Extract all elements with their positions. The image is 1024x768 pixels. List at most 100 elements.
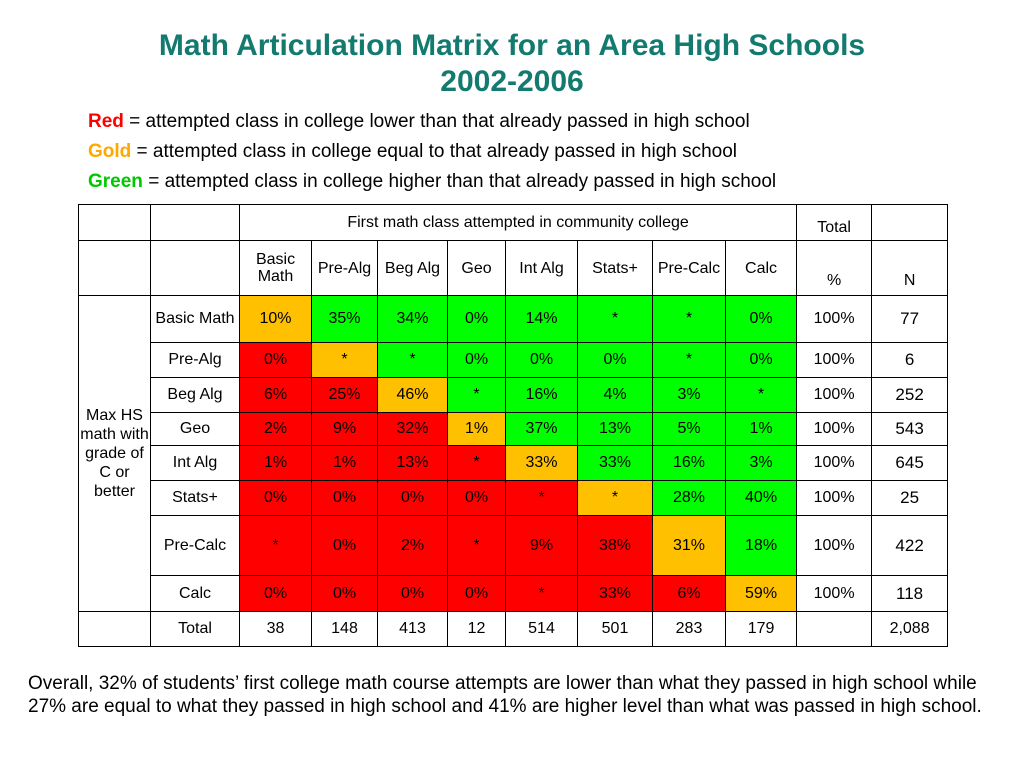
row-n: 77	[871, 295, 949, 343]
matrix-cell: *	[447, 445, 506, 481]
matrix-cell: *	[447, 377, 506, 413]
row-label: Calc	[150, 575, 240, 612]
matrix-cell: 9%	[311, 412, 378, 446]
matrix-cell: *	[577, 295, 653, 343]
row-n: 6	[871, 342, 949, 378]
matrix-cell: 1%	[447, 412, 506, 446]
column-header: Calc	[724, 240, 798, 296]
legend-green: Green = attempted class in college highe…	[88, 170, 776, 194]
matrix-cell: 33%	[577, 575, 653, 612]
total-n: 2,088	[871, 611, 949, 647]
matrix-cell: 28%	[652, 480, 726, 516]
row-label: Pre-Alg	[150, 342, 240, 378]
row-label: Pre-Calc	[150, 515, 240, 576]
matrix-cell: 0%	[239, 342, 312, 378]
matrix-cell: *	[377, 342, 448, 378]
column-header: Stats+	[577, 240, 653, 296]
pct-header: %	[796, 240, 873, 296]
matrix-cell: *	[311, 342, 378, 378]
legend-gold: Gold = attempted class in college equal …	[88, 140, 737, 164]
legend-red-keyword: Red	[88, 111, 124, 132]
header-row-columns: Basic Math Pre-Alg Beg Alg Geo Int Alg Stats+…	[78, 240, 949, 296]
matrix-cell: 3%	[652, 377, 726, 413]
matrix-cell: 0%	[239, 575, 312, 612]
row-pct: 100%	[796, 480, 873, 516]
total-cell: 283	[652, 611, 726, 647]
total-header: Total	[796, 204, 873, 241]
matrix-cell: 0%	[447, 480, 506, 516]
matrix-cell: 13%	[377, 445, 448, 481]
row-label: Geo	[150, 412, 240, 446]
total-cell: 413	[377, 611, 448, 647]
legend-green-keyword: Green	[88, 171, 143, 192]
blank-header-cell	[78, 240, 151, 296]
matrix-cell: 33%	[505, 445, 578, 481]
matrix-cell: 0%	[311, 515, 378, 576]
matrix-cell: *	[652, 295, 726, 343]
matrix-cell: 2%	[239, 412, 312, 446]
articulation-matrix: First math class attempted in community …	[78, 204, 949, 647]
legend-gold-text: = attempted class in college equal to th…	[131, 141, 738, 162]
blank-cell	[78, 611, 151, 647]
matrix-cell: 0%	[447, 575, 506, 612]
title-line-2: 2002-2006	[440, 65, 584, 98]
legend-gold-keyword: Gold	[88, 141, 132, 162]
matrix-cell: 32%	[377, 412, 448, 446]
matrix-cell: 38%	[577, 515, 653, 576]
row-n: 118	[871, 575, 949, 612]
table-row: Pre-Alg 0% * * 0% 0% 0% * 0% 100% 6	[79, 342, 949, 378]
matrix-cell: 14%	[505, 295, 578, 343]
row-pct: 100%	[796, 377, 873, 413]
total-cell: 38	[239, 611, 312, 647]
row-label: Beg Alg	[150, 377, 240, 413]
matrix-cell: 35%	[311, 295, 378, 343]
row-label: Stats+	[150, 480, 240, 516]
table-row: Geo 2% 9% 32% 1% 37% 13% 5% 1% 100% 543	[79, 412, 949, 446]
matrix-cell: 37%	[505, 412, 578, 446]
total-row: Total 38 148 413 12 514 501 283 179 2,088	[78, 611, 949, 647]
matrix-cell: 3%	[724, 445, 798, 481]
matrix-cell: 16%	[652, 445, 726, 481]
blank-header-cell	[150, 204, 240, 241]
matrix-cell: *	[505, 575, 578, 612]
column-header: Pre-Calc	[652, 240, 726, 296]
legend-red: Red = attempted class in college lower t…	[88, 110, 750, 134]
matrix-cell: *	[652, 342, 726, 378]
row-n: 543	[871, 412, 949, 446]
matrix-cell: 0%	[447, 295, 506, 343]
header-row-group: First math class attempted in community …	[78, 204, 949, 241]
matrix-cell: 40%	[724, 480, 798, 516]
matrix-cell: 59%	[724, 575, 798, 612]
matrix-cell: 1%	[311, 445, 378, 481]
matrix-cell: 0%	[377, 575, 448, 612]
row-label: Int Alg	[150, 445, 240, 481]
legend-green-text: = attempted class in college higher than…	[142, 171, 777, 192]
matrix-cell: *	[577, 480, 653, 516]
column-header: Int Alg	[505, 240, 578, 296]
table-row: Max HS math with grade of C or better Bas…	[78, 295, 949, 612]
matrix-cell: 34%	[377, 295, 448, 343]
table-row: Calc 0% 0% 0% 0% * 33% 6% 59% 100% 118	[79, 575, 949, 612]
group-header: First math class attempted in community …	[238, 204, 798, 241]
matrix-cell: 0%	[577, 342, 653, 378]
matrix-cell: 1%	[724, 412, 798, 446]
matrix-cell: *	[239, 515, 312, 576]
row-pct: 100%	[796, 445, 873, 481]
matrix-cell: 0%	[311, 480, 378, 516]
matrix-cell: 13%	[577, 412, 653, 446]
total-cell: 179	[724, 611, 798, 647]
blank-header-cell	[78, 204, 151, 241]
matrix-cell: 0%	[239, 480, 312, 516]
table-row: Pre-Calc * 0% 2% * 9% 38% 31% 18% 100% 422	[79, 515, 949, 576]
legend-red-text: = attempted class in college lower than …	[123, 111, 750, 132]
matrix-cell: 6%	[652, 575, 726, 612]
total-pct	[796, 611, 873, 647]
matrix-cell: 25%	[311, 377, 378, 413]
matrix-cell: *	[447, 515, 506, 576]
total-cell: 12	[447, 611, 506, 647]
matrix-cell: 0%	[724, 295, 798, 343]
matrix-cell: 10%	[239, 295, 312, 343]
matrix-cell: 2%	[377, 515, 448, 576]
row-pct: 100%	[796, 342, 873, 378]
matrix-cell: 4%	[577, 377, 653, 413]
